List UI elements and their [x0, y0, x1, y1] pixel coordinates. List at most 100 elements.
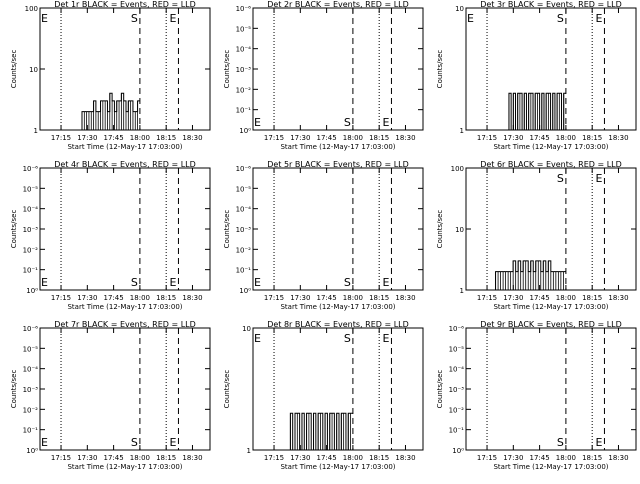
detector-panel-3: Det 3r BLACK = Events, RED = LLD 1 10 Count… [436, 0, 637, 151]
series-events [288, 412, 353, 451]
plot-frame [252, 327, 424, 451]
plot-frame [252, 167, 424, 291]
x-axis-label: Start Time (12-May-17 17:03:00) [493, 303, 608, 311]
annotation-e: E [254, 276, 261, 289]
x-tick-label: 17:30 [290, 134, 310, 142]
x-tick-label: 17:15 [477, 454, 497, 462]
y-tick-label: 10⁻⁵ [449, 345, 465, 353]
x-tick-label: 18:30 [608, 294, 628, 302]
x-tick-label: 18:15 [582, 294, 602, 302]
annotation-e: E [169, 436, 176, 449]
y-axis-label: Counts/sec [10, 370, 18, 409]
y-tick-label: 10⁻⁶ [23, 165, 39, 173]
plot-frame [39, 7, 211, 131]
annotation-e: E [467, 12, 474, 25]
x-tick-label: 18:00 [343, 454, 363, 462]
y-axis-label: Counts/sec [10, 210, 18, 249]
x-tick-label: 17:45 [104, 454, 124, 462]
annotation-e: E [254, 116, 261, 129]
y-axis-label: Counts/sec [223, 210, 231, 249]
annotation-e: E [595, 12, 602, 25]
x-axis-label: Start Time (12-May-17 17:03:00) [280, 463, 395, 471]
x-tick-label: 18:15 [156, 294, 176, 302]
y-tick-label: 1 [460, 287, 464, 295]
annotation-e: E [382, 116, 389, 129]
annotation-s: S [557, 436, 564, 449]
x-tick-label: 18:00 [343, 294, 363, 302]
annotation-s: S [344, 116, 351, 129]
x-axis-label: Start Time (12-May-17 17:03:00) [67, 143, 182, 151]
y-tick-label: 10⁰ [452, 447, 464, 455]
x-axis-label: Start Time (12-May-17 17:03:00) [493, 463, 608, 471]
x-tick-label: 17:45 [530, 454, 550, 462]
y-tick-label: 10⁻⁵ [236, 25, 252, 33]
detector-panel-1: Det 1r BLACK = Events, RED = LLD 1 10 100 Co… [10, 0, 211, 151]
plot-frame [252, 7, 424, 131]
x-tick-label: 17:15 [264, 454, 284, 462]
panel-title: Det 8r BLACK = Events, RED = LLD [267, 320, 409, 329]
y-tick-label: 10⁻⁵ [236, 185, 252, 193]
x-tick-label: 18:30 [395, 134, 415, 142]
y-tick-label: 10⁰ [26, 287, 38, 295]
y-tick-label: 10⁻⁴ [449, 366, 465, 374]
plot-frame [465, 327, 637, 451]
y-tick-label: 10 [29, 66, 38, 74]
y-tick-label: 10⁰ [26, 447, 38, 455]
y-axis-label: Counts/sec [223, 50, 231, 89]
annotation-s: S [557, 172, 564, 185]
x-tick-label: 17:30 [290, 454, 310, 462]
y-tick-label: 10⁻⁴ [23, 206, 39, 214]
detector-panel-2: Det 2r BLACK = Events, RED = LLD 10⁰ 10⁻¹ 1… [223, 0, 424, 151]
x-tick-label: 18:00 [556, 294, 576, 302]
annotation-e: E [41, 12, 48, 25]
x-tick-label: 17:30 [77, 454, 97, 462]
y-tick-label: 10 [455, 5, 464, 13]
y-tick-label: 10⁻¹ [23, 427, 39, 435]
y-tick-label: 10⁻⁵ [23, 345, 39, 353]
y-tick-label: 10⁰ [239, 127, 251, 135]
y-tick-label: 10⁻³ [236, 66, 252, 74]
series-events [504, 92, 566, 131]
y-tick-label: 10 [455, 226, 464, 234]
x-tick-label: 17:45 [104, 134, 124, 142]
y-tick-label: 10⁻⁵ [23, 185, 39, 193]
annotation-s: S [344, 332, 351, 345]
x-tick-label: 18:15 [582, 134, 602, 142]
x-tick-label: 17:45 [530, 294, 550, 302]
annotation-e: E [41, 276, 48, 289]
y-tick-label: 10⁻¹ [236, 267, 252, 275]
y-tick-label: 10⁻² [23, 246, 39, 254]
panel-title: Det 2r BLACK = Events, RED = LLD [267, 0, 409, 9]
x-tick-label: 17:15 [264, 294, 284, 302]
x-tick-label: 18:15 [156, 134, 176, 142]
y-tick-label: 10⁻¹ [236, 107, 252, 115]
y-tick-label: 10⁻² [23, 406, 39, 414]
panel-title: Det 6r BLACK = Events, RED = LLD [480, 160, 622, 169]
y-tick-label: 10⁻¹ [23, 267, 39, 275]
x-tick-label: 17:45 [530, 134, 550, 142]
annotation-e: E [595, 436, 602, 449]
x-tick-label: 18:15 [369, 454, 389, 462]
x-tick-label: 18:00 [130, 454, 150, 462]
annotation-s: S [131, 12, 138, 25]
x-tick-label: 17:30 [503, 134, 523, 142]
x-tick-label: 18:00 [130, 134, 150, 142]
x-tick-label: 17:15 [477, 134, 497, 142]
annotation-e: E [41, 436, 48, 449]
x-tick-label: 18:15 [369, 134, 389, 142]
y-tick-label: 1 [34, 127, 38, 135]
series-events [490, 260, 566, 291]
x-tick-label: 18:15 [156, 454, 176, 462]
y-tick-label: 100 [25, 5, 38, 13]
y-tick-label: 100 [451, 165, 464, 173]
panel-title: Det 9r BLACK = Events, RED = LLD [480, 320, 622, 329]
y-axis-label: Counts/sec [436, 50, 444, 89]
y-axis-label: Counts/sec [223, 370, 231, 409]
x-tick-label: 18:30 [395, 294, 415, 302]
annotation-e: E [254, 332, 261, 345]
y-tick-label: 10⁻³ [23, 226, 39, 234]
detector-panel-7: Det 7r BLACK = Events, RED = LLD 10⁰ 10⁻¹ 1… [10, 320, 211, 471]
y-tick-label: 1 [460, 127, 464, 135]
annotation-e: E [382, 276, 389, 289]
